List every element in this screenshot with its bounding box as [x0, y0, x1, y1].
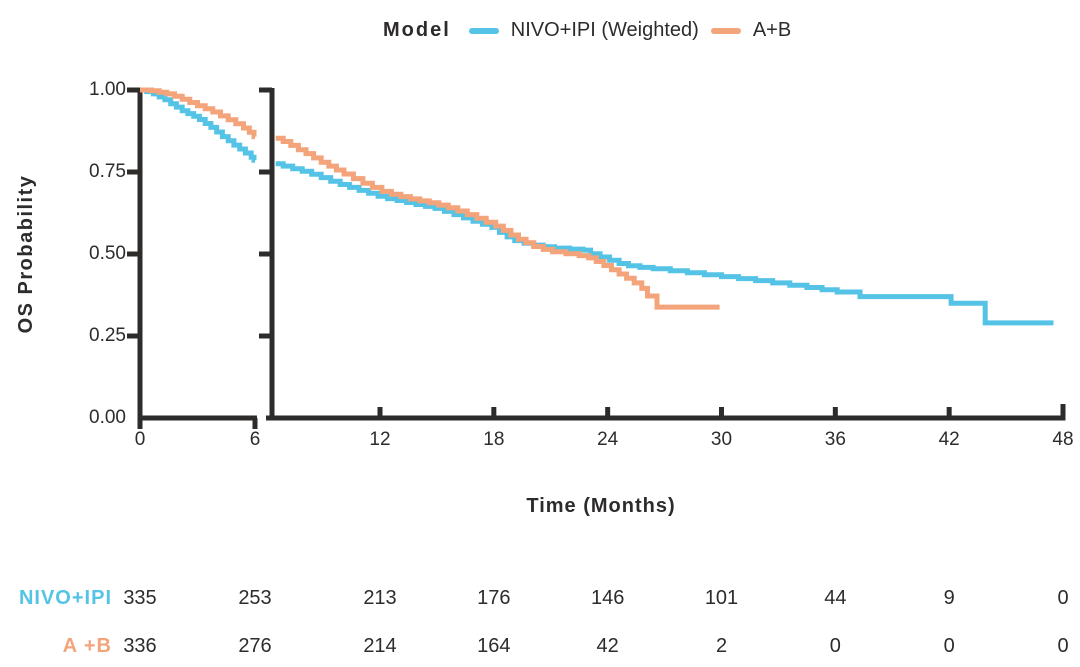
legend-swatch-a-plus-b-icon: [710, 27, 741, 34]
risk-value: 0: [1057, 587, 1069, 609]
legend-swatch-nivo-ipi-icon: [468, 27, 499, 34]
x-tick-label: 6: [249, 429, 261, 450]
curve-nivo-ipi-panel1: [140, 87, 257, 163]
curve-a-plus-b-panel2: [275, 135, 720, 310]
x-tick-label: 48: [1052, 429, 1074, 450]
legend-title: Model: [383, 19, 451, 41]
x-tick-label: 30: [710, 429, 733, 450]
risk-value: 214: [363, 635, 397, 657]
panel1-axes: [127, 87, 258, 429]
curve-a-plus-b-panel1: [140, 87, 257, 140]
x-tick-label: 36: [824, 429, 846, 450]
y-tick-label: 0.75: [89, 161, 126, 182]
risk-value: 335: [123, 587, 157, 609]
panel2-axes: [259, 87, 1066, 421]
risk-value: 176: [477, 587, 511, 609]
y-axis-title: OS Probability: [15, 174, 37, 334]
risk-value: 146: [590, 587, 625, 609]
x-axis-title: Time (Months): [526, 495, 676, 517]
risk-value: 2: [715, 635, 728, 657]
x-tick-label: 24: [597, 429, 619, 450]
risk-value: 44: [824, 587, 847, 609]
risk-value: 9: [943, 587, 955, 609]
risk-value: 213: [363, 587, 397, 609]
risk-row-label-nivo-ipi: NIVO+IPI: [18, 587, 112, 609]
legend: Model NIVO+IPI (Weighted) A+B: [383, 19, 791, 42]
risk-value: 0: [1057, 635, 1069, 657]
legend-label-nivo-ipi: NIVO+IPI (Weighted): [510, 19, 699, 41]
risk-value: 336: [123, 635, 157, 657]
x-tick-label: 18: [483, 429, 505, 450]
risk-value: 253: [238, 587, 272, 609]
risk-value: 0: [943, 635, 955, 657]
x-tick-label: 0: [134, 429, 146, 450]
y-tick-label: 1.00: [89, 79, 126, 100]
curve-nivo-ipi-panel2: [275, 161, 1054, 326]
x-tick-label: 42: [938, 429, 960, 450]
y-tick-label: 0.50: [89, 243, 126, 264]
y-tick-label: 0.00: [89, 407, 126, 428]
risk-value: 164: [477, 635, 511, 657]
y-tick-label: 0.25: [89, 325, 126, 346]
risk-value: 101: [704, 587, 739, 609]
risk-value: 0: [829, 635, 841, 657]
risk-value: 276: [238, 635, 272, 657]
risk-row-label-a-plus-b: A +B: [62, 635, 112, 657]
x-tick-label: 12: [369, 429, 391, 450]
legend-label-a-plus-b: A+B: [752, 19, 792, 41]
risk-value: 42: [596, 635, 619, 657]
